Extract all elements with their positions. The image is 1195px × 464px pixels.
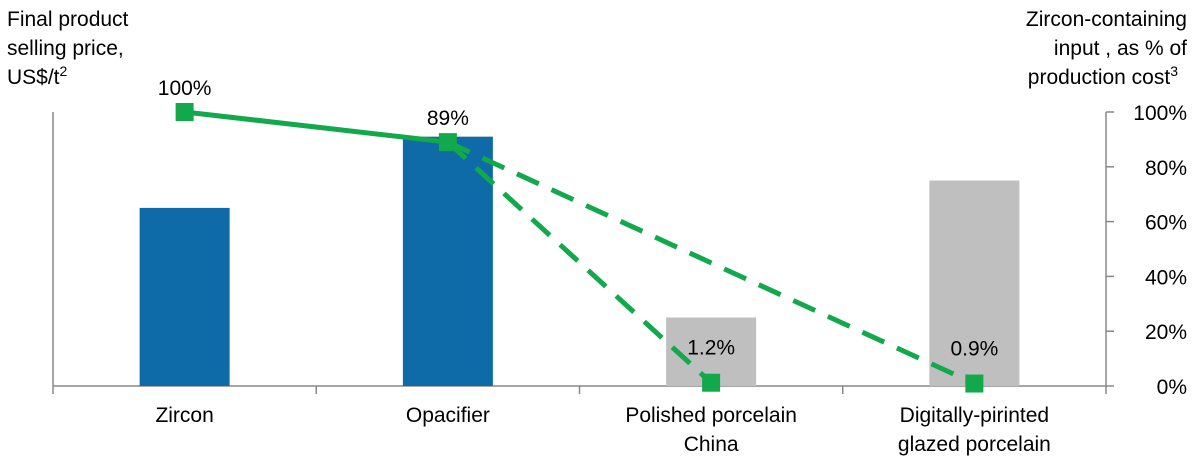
line-value-label: 1.2% xyxy=(687,337,735,360)
left-axis-title-line: selling price, xyxy=(7,37,124,60)
dashed-line-segment xyxy=(446,140,713,385)
right-axis-tick-label: 0% xyxy=(1157,376,1187,399)
bar xyxy=(402,136,493,386)
category-label: Digitally-pirinted xyxy=(900,404,1049,427)
category-label: Opacifier xyxy=(406,404,490,427)
right-axis-tick-label: 40% xyxy=(1145,266,1187,289)
category-label: glazed porcelain xyxy=(898,433,1051,456)
line-segment xyxy=(184,109,449,145)
axis-titles: Final product selling price, US$/t2 Zircon-… xyxy=(7,8,1187,89)
right-axis-title-line: input , as % of xyxy=(1054,37,1187,60)
left-axis-title-line: US$/t2 xyxy=(7,63,68,89)
dashed-line-segment xyxy=(446,139,976,386)
bar xyxy=(139,207,230,386)
line-point xyxy=(702,373,721,392)
line-series xyxy=(184,109,976,386)
right-axis-tick-label: 100% xyxy=(1133,102,1187,125)
line-point xyxy=(965,374,984,393)
category-label: Polished porcelain xyxy=(625,404,797,427)
line-points xyxy=(175,103,984,393)
right-axis-title-line: production cost3 xyxy=(1028,63,1178,89)
category-labels: Zircon Opacifier Polished porcelain China Di… xyxy=(155,404,1050,456)
bar xyxy=(929,180,1020,386)
right-axis-tick-label: 60% xyxy=(1145,212,1187,235)
category-label: China xyxy=(684,433,739,456)
right-axis-tick-label: 80% xyxy=(1145,157,1187,180)
right-axis-tick-label: 20% xyxy=(1145,321,1187,344)
category-label: Zircon xyxy=(155,404,213,427)
line-value-label: 100% xyxy=(158,77,212,100)
data-labels: 100% 89% 1.2% 0.9% xyxy=(158,77,999,361)
line-value-label: 0.9% xyxy=(950,338,998,361)
bars xyxy=(139,136,1020,386)
right-axis-title-line: Zircon-containing xyxy=(1026,8,1187,31)
line-point xyxy=(175,103,194,121)
line-point xyxy=(438,133,457,152)
left-axis-title-line: Final product xyxy=(7,8,129,31)
line-value-label: 89% xyxy=(427,107,469,130)
